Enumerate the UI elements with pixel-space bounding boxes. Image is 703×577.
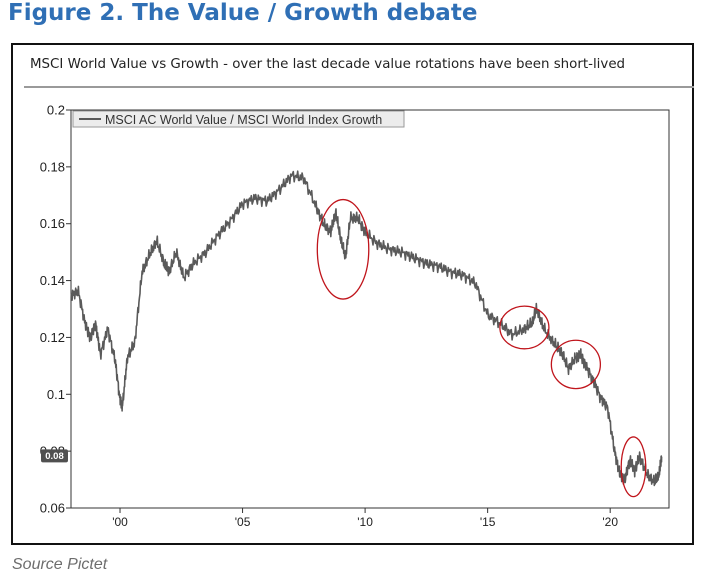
x-tick-label-2: '10	[357, 515, 373, 529]
last-value-tag	[41, 449, 68, 463]
highlight-ellipse-2	[550, 339, 602, 390]
highlight-ellipse-0	[316, 198, 370, 300]
title-rule	[24, 86, 694, 88]
last-value-label: 0.08	[45, 451, 64, 462]
series-line-0	[70, 170, 663, 487]
chart-title: MSCI World Value vs Growth - over the la…	[30, 57, 626, 72]
y-tick-label-5: 0.16	[40, 216, 65, 231]
y-tick-label-0: 0.06	[40, 501, 65, 516]
x-tick-label-3: '15	[480, 515, 496, 529]
x-tick-label-4: '20	[602, 515, 618, 529]
source-note: Source Pictet	[12, 556, 108, 573]
y-tick-label-7: 0.2	[47, 103, 65, 118]
y-tick-label-6: 0.18	[40, 159, 65, 174]
figure-title: Figure 2. The Value / Growth debate	[8, 0, 478, 26]
x-tick-label-1: '05	[235, 515, 251, 529]
x-tick-label-0: '00	[112, 515, 128, 529]
highlight-ellipse-3	[620, 436, 647, 498]
plot-area	[70, 109, 670, 509]
y-tick-label-2: 0.1	[47, 387, 65, 402]
legend-label: MSCI AC World Value / MSCI World Index G…	[105, 113, 382, 127]
y-tick-label-3: 0.12	[40, 330, 65, 345]
highlight-ellipse-1	[499, 305, 550, 350]
legend-box	[72, 110, 405, 128]
y-tick-label-4: 0.14	[40, 273, 65, 288]
